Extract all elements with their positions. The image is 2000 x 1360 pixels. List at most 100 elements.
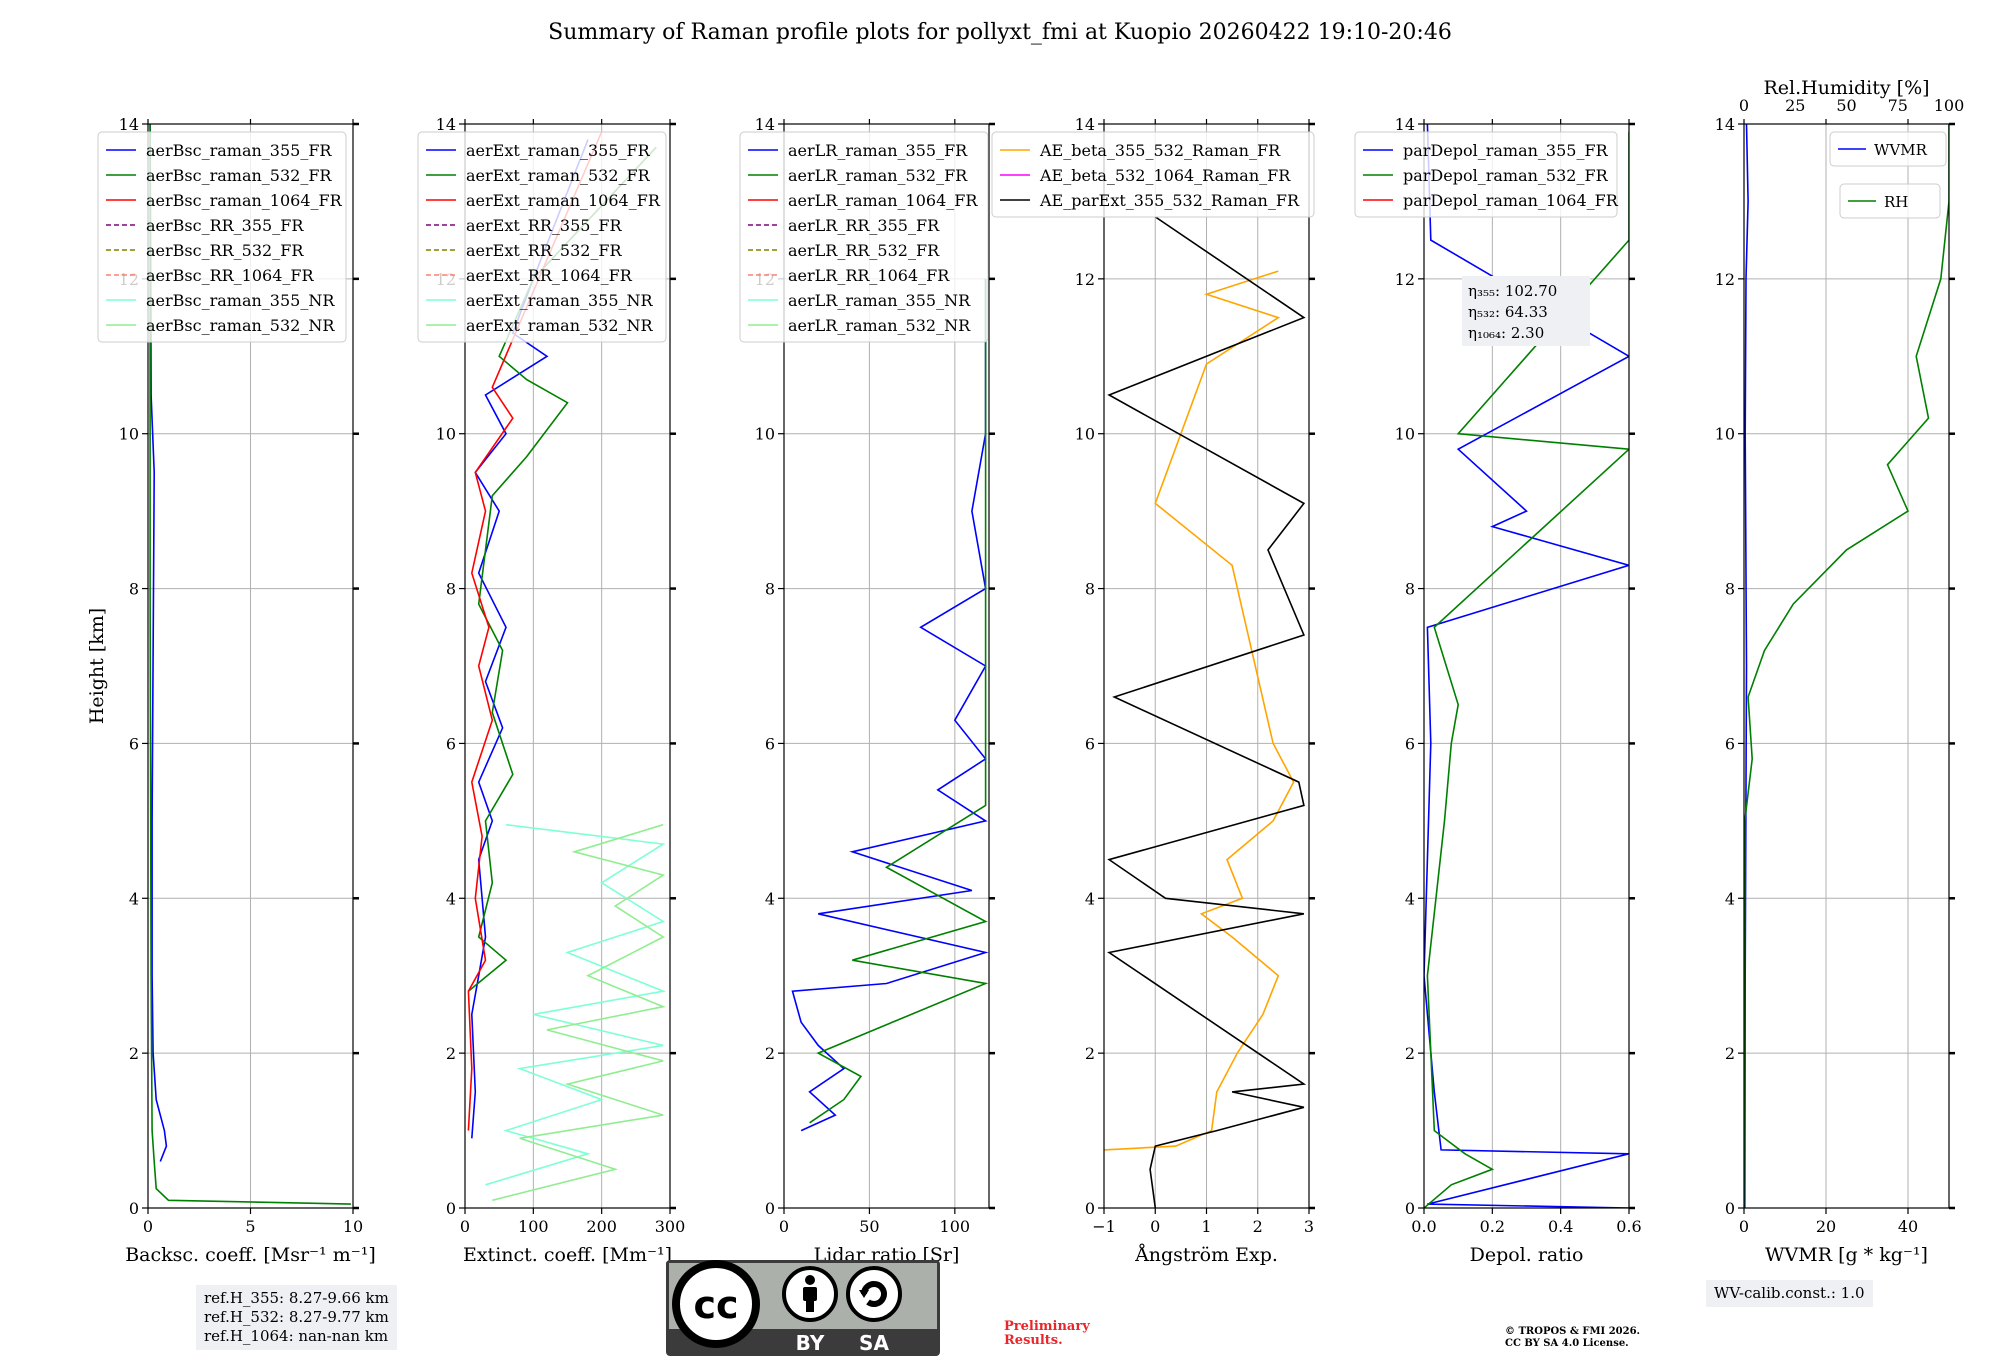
legend-label: aerExt_raman_355_NR bbox=[466, 291, 654, 310]
y-tick-label: 6 bbox=[1725, 734, 1735, 753]
series-aerExt_raman_532_FR bbox=[467, 146, 657, 992]
y-tick-label: 4 bbox=[129, 889, 139, 908]
y-tick-label: 14 bbox=[436, 115, 456, 134]
legend-label: aerLR_raman_532_FR bbox=[788, 166, 968, 185]
legend-label: aerBsc_raman_532_FR bbox=[146, 166, 332, 185]
x-axis-label: Depol. ratio bbox=[1470, 1244, 1584, 1266]
y-tick-label: 0 bbox=[1085, 1199, 1095, 1218]
series-AE_beta_355_532_Raman_FR bbox=[1104, 270, 1295, 1151]
eta-annotation-line: η₁₀₆₄: 2.30 bbox=[1468, 324, 1544, 342]
cc-label: cc bbox=[693, 1283, 738, 1327]
series-AE_parExt_355_532_Raman_FR bbox=[1107, 216, 1307, 1208]
figure-title: Summary of Raman profile plots for polly… bbox=[548, 20, 1452, 45]
y-tick-label: 4 bbox=[446, 889, 456, 908]
wv-calibration-text: WV-calib.const.: 1.0 bbox=[1714, 1284, 1865, 1302]
legend-box bbox=[1354, 131, 1618, 218]
legend-label: aerBsc_raman_1064_FR bbox=[146, 191, 343, 210]
y-tick-label: 2 bbox=[446, 1044, 456, 1063]
legend-box bbox=[1839, 183, 1941, 219]
y-tick-label: 4 bbox=[1725, 889, 1735, 908]
legend-label: aerLR_raman_532_NR bbox=[788, 316, 971, 335]
legend-box bbox=[97, 131, 347, 343]
y-tick-label: 4 bbox=[1405, 889, 1415, 908]
x-axis-label: WVMR [g * kg⁻¹] bbox=[1765, 1244, 1928, 1266]
y-tick-label: 4 bbox=[765, 889, 775, 908]
x-tick-label: 5 bbox=[245, 1217, 255, 1236]
y-tick-label: 2 bbox=[1725, 1044, 1735, 1063]
y-tick-label: 8 bbox=[765, 580, 775, 599]
x-tick-label: 10 bbox=[343, 1217, 363, 1236]
y-tick-label: 14 bbox=[119, 115, 139, 134]
legend-box bbox=[1829, 131, 1947, 167]
y-axis-label: Height [km] bbox=[86, 608, 108, 724]
x-tick-label: 3 bbox=[1304, 1217, 1314, 1236]
x-tick-label: 0.2 bbox=[1480, 1217, 1505, 1236]
y-tick-label: 8 bbox=[1725, 580, 1735, 599]
y-tick-label: 6 bbox=[129, 734, 139, 753]
y-tick-label: 8 bbox=[129, 580, 139, 599]
cc-icon bbox=[672, 1260, 760, 1348]
sa-share-icon bbox=[846, 1266, 902, 1322]
y-tick-label: 0 bbox=[1405, 1199, 1415, 1218]
top-tick-label: 100 bbox=[1934, 96, 1965, 115]
series-WVMR bbox=[1744, 124, 1749, 1208]
legend-label: AE_parExt_355_532_Raman_FR bbox=[1039, 191, 1300, 210]
copyright-line2: CC BY SA 4.0 License. bbox=[1505, 1338, 1629, 1349]
eta-annotation-line: η₃₅₅: 102.70 bbox=[1468, 282, 1557, 300]
x-tick-label: 0 bbox=[1739, 1217, 1749, 1236]
series-aerBsc_raman_532_FR bbox=[149, 124, 351, 1205]
legend-label: AE_beta_532_1064_Raman_FR bbox=[1039, 166, 1291, 185]
legend-label: aerExt_raman_355_FR bbox=[466, 141, 651, 160]
plot-frame bbox=[464, 123, 671, 1209]
legend-box bbox=[739, 131, 989, 343]
x-tick-label: 0.0 bbox=[1411, 1217, 1436, 1236]
x-tick-label: 0.6 bbox=[1616, 1217, 1641, 1236]
x-tick-label: 0 bbox=[460, 1217, 470, 1236]
legend-label: aerLR_raman_355_FR bbox=[788, 141, 968, 160]
y-tick-label: 0 bbox=[1725, 1199, 1735, 1218]
series-aerBsc_raman_355_FR bbox=[149, 124, 168, 1162]
x-tick-label: 0 bbox=[1150, 1217, 1160, 1236]
eta-annotation-line: η₅₃₂: 64.33 bbox=[1468, 303, 1548, 321]
y-tick-label: 10 bbox=[119, 425, 139, 444]
y-tick-label: 0 bbox=[446, 1199, 456, 1218]
series-aerExt_raman_1064_FR bbox=[467, 131, 603, 1131]
legend-label: aerBsc_RR_355_FR bbox=[146, 216, 304, 235]
legend-label: aerExt_raman_1064_FR bbox=[466, 191, 661, 210]
x-axis-label: Ångström Exp. bbox=[1134, 1244, 1278, 1266]
y-tick-label: 2 bbox=[765, 1044, 775, 1063]
top-tick-label: 25 bbox=[1785, 96, 1805, 115]
series-aerLR_raman_355_FR bbox=[791, 278, 989, 1132]
x-tick-label: 300 bbox=[655, 1217, 686, 1236]
legend-label: aerLR_RR_532_FR bbox=[788, 241, 940, 260]
top-tick-label: 50 bbox=[1836, 96, 1856, 115]
legend-label: aerBsc_RR_532_FR bbox=[146, 241, 304, 260]
top-axis-label: Rel.Humidity [%] bbox=[1763, 77, 1929, 99]
y-tick-label: 6 bbox=[1405, 734, 1415, 753]
legend-label: aerExt_raman_532_NR bbox=[466, 316, 654, 335]
y-tick-label: 6 bbox=[446, 734, 456, 753]
legend-box bbox=[991, 131, 1315, 218]
legend-label: aerExt_raman_532_FR bbox=[466, 166, 651, 185]
series-parDepol_raman_532_FR bbox=[1424, 131, 1629, 1208]
y-tick-label: 0 bbox=[765, 1199, 775, 1218]
x-tick-label: −1 bbox=[1092, 1217, 1116, 1236]
y-tick-label: 8 bbox=[1085, 580, 1095, 599]
y-tick-label: 0 bbox=[129, 1199, 139, 1218]
series-aerExt_raman_355_NR bbox=[485, 823, 667, 1186]
ref-height-1064: ref.H_1064: nan-nan km bbox=[204, 1327, 389, 1345]
x-tick-label: 200 bbox=[586, 1217, 617, 1236]
legend-label: WVMR bbox=[1874, 141, 1928, 159]
legend-label: aerBsc_raman_532_NR bbox=[146, 316, 335, 335]
x-tick-label: 0.4 bbox=[1548, 1217, 1573, 1236]
y-tick-label: 12 bbox=[1075, 270, 1095, 289]
preliminary-line2: Results. bbox=[1004, 1333, 1063, 1348]
preliminary-results-note: Preliminary Results. bbox=[1004, 1320, 1144, 1348]
copyright-note: © TROPOS & FMI 2026. CC BY SA 4.0 Licens… bbox=[1505, 1326, 1745, 1350]
top-tick-label: 75 bbox=[1888, 96, 1908, 115]
legend-label: aerExt_RR_532_FR bbox=[466, 241, 623, 260]
legend-label: aerExt_RR_355_FR bbox=[466, 216, 623, 235]
y-tick-label: 10 bbox=[1075, 425, 1095, 444]
legend-label: aerLR_raman_1064_FR bbox=[788, 191, 978, 210]
y-tick-label: 2 bbox=[1085, 1044, 1095, 1063]
